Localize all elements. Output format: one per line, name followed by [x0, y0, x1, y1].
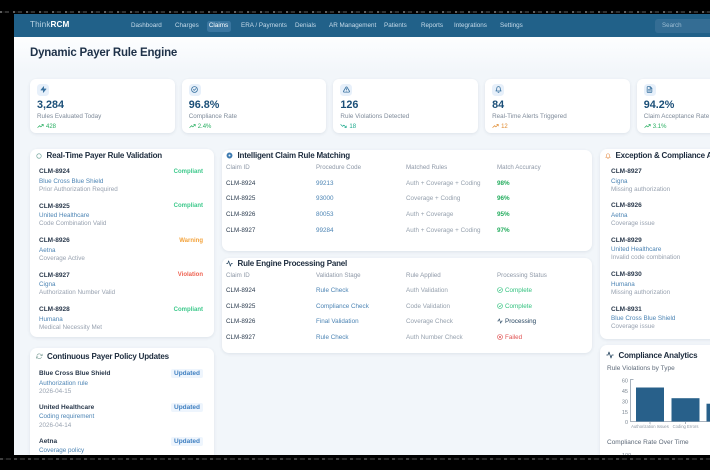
- svg-text:45: 45: [622, 389, 628, 395]
- svg-text:60: 60: [622, 378, 628, 384]
- svg-text:30: 30: [622, 399, 628, 405]
- svg-text:15: 15: [622, 410, 628, 416]
- svg-text:0: 0: [625, 420, 628, 426]
- svg-text:Authorization Issues: Authorization Issues: [631, 424, 669, 429]
- svg-text:Coding Errors: Coding Errors: [673, 424, 699, 429]
